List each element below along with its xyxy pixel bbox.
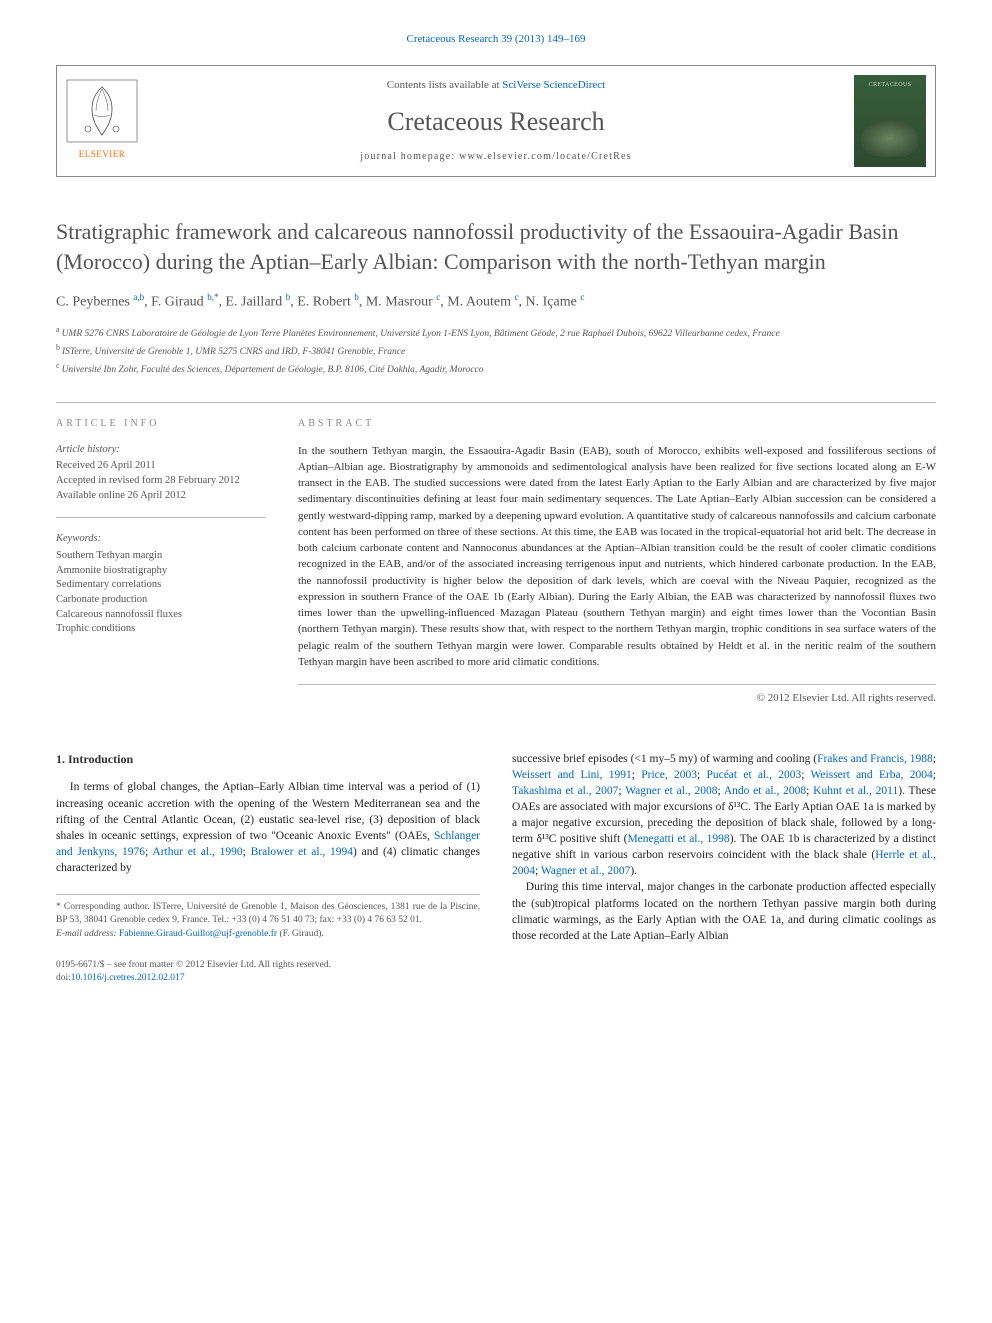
publisher-logo-cell: ELSEVIER <box>57 66 147 176</box>
keyword-item: Carbonate production <box>56 593 266 608</box>
ref-kuhnt[interactable]: Kuhnt et al., 2011 <box>813 785 898 797</box>
ref-weissert91[interactable]: Weissert and Lini, 1991 <box>512 769 632 781</box>
issn-line: 0195-6671/$ – see front matter © 2012 El… <box>56 959 480 972</box>
ref-frakes[interactable]: Frakes and Francis, 1988 <box>817 753 933 765</box>
email-suffix: (F. Giraud). <box>277 929 324 939</box>
abstract-text: In the southern Tethyan margin, the Essa… <box>298 443 936 686</box>
keyword-item: Trophic conditions <box>56 622 266 637</box>
article-title: Stratigraphic framework and calcareous n… <box>56 217 936 276</box>
journal-name: Cretaceous Research <box>155 104 837 140</box>
article-info-heading: ARTICLE INFO <box>56 417 266 431</box>
journal-cover-cell: CRETACEOUS <box>845 66 935 176</box>
keyword-item: Sedimentary correlations <box>56 578 266 593</box>
affiliation-item: cUniversité Ibn Zohr, Faculté des Scienc… <box>56 360 936 378</box>
contents-prefix: Contents lists available at <box>387 79 502 91</box>
section-1-heading: 1. Introduction <box>56 751 480 768</box>
intro-paragraph-1-cont: successive brief episodes (<1 my–5 my) o… <box>512 751 936 880</box>
ref-weissert04[interactable]: Weissert and Erba, 2004 <box>811 769 933 781</box>
intro-paragraph-2: During this time interval, major changes… <box>512 879 936 943</box>
col2-p1-post: ). <box>630 865 637 877</box>
keyword-item: Calcareous nannofossil fluxes <box>56 608 266 623</box>
history-accepted: Accepted in revised form 28 February 201… <box>56 474 266 489</box>
svg-text:ELSEVIER: ELSEVIER <box>79 149 126 159</box>
email-label: E-mail address: <box>56 929 119 939</box>
ref-ando[interactable]: Ando et al., 2008 <box>724 785 806 797</box>
homepage-prefix: journal homepage: <box>360 151 459 162</box>
col2-p1-pre: successive brief episodes (<1 my–5 my) o… <box>512 753 817 765</box>
ref-wagner08[interactable]: Wagner et al., 2008 <box>625 785 717 797</box>
journal-homepage-line: journal homepage: www.elsevier.com/locat… <box>155 150 837 164</box>
abstract-column: ABSTRACT In the southern Tethyan margin,… <box>298 417 936 707</box>
affiliation-item: aUMR 5276 CNRS Laboratoire de Géologie d… <box>56 324 936 342</box>
keyword-item: Southern Tethyan margin <box>56 549 266 564</box>
ref-wagner07[interactable]: Wagner et al., 2007 <box>541 865 630 877</box>
journal-homepage-url[interactable]: www.elsevier.com/locate/CretRes <box>459 151 632 162</box>
abstract-heading: ABSTRACT <box>298 417 936 431</box>
history-online: Available online 26 April 2012 <box>56 489 266 504</box>
abstract-copyright: © 2012 Elsevier Ltd. All rights reserved… <box>298 691 936 706</box>
front-matter-meta: 0195-6671/$ – see front matter © 2012 El… <box>56 959 480 986</box>
corresponding-author-note: * Corresponding author. ISTerre, Univers… <box>56 901 480 928</box>
doi-link[interactable]: 10.1016/j.cretres.2012.02.017 <box>71 973 185 983</box>
author-list: C. Peybernes a,b, F. Giraud b,*, E. Jail… <box>56 291 936 312</box>
article-info-column: ARTICLE INFO Article history: Received 2… <box>56 417 266 707</box>
keywords-label: Keywords: <box>56 532 266 547</box>
journal-cover-thumb-icon: CRETACEOUS <box>854 75 926 167</box>
keyword-item: Ammonite biostratigraphy <box>56 564 266 579</box>
journal-header-center: Contents lists available at SciVerse Sci… <box>147 66 845 176</box>
keywords-list: Southern Tethyan marginAmmonite biostrat… <box>56 549 266 637</box>
intro-paragraph-1: In terms of global changes, the Aptian–E… <box>56 779 480 876</box>
ref-bralower[interactable]: Bralower et al., 1994 <box>251 846 353 858</box>
corresponding-email[interactable]: Fabienne.Giraud-Guillot@ujf-grenoble.fr <box>119 929 277 939</box>
journal-header-box: ELSEVIER Contents lists available at Sci… <box>56 65 936 177</box>
ref-price[interactable]: Price, 2003 <box>641 769 697 781</box>
history-received: Received 26 April 2011 <box>56 459 266 474</box>
affiliation-item: bISTerre, Université de Grenoble 1, UMR … <box>56 342 936 360</box>
body-two-column: 1. Introduction In terms of global chang… <box>56 751 936 986</box>
body-column-right: successive brief episodes (<1 my–5 my) o… <box>512 751 936 986</box>
ref-takashima[interactable]: Takashima et al., 2007 <box>512 785 618 797</box>
email-line: E-mail address: Fabienne.Giraud-Guillot@… <box>56 928 480 941</box>
journal-thumb-title: CRETACEOUS <box>854 81 926 89</box>
contents-available-line: Contents lists available at SciVerse Sci… <box>155 78 837 93</box>
body-column-left: 1. Introduction In terms of global chang… <box>56 751 480 986</box>
intro-p1-text-a: In terms of global changes, the Aptian–E… <box>56 781 480 841</box>
ref-puceat[interactable]: Pucéat et al., 2003 <box>706 769 801 781</box>
citation-line: Cretaceous Research 39 (2013) 149–169 <box>56 32 936 47</box>
sciencedirect-link[interactable]: SciVerse ScienceDirect <box>502 79 605 91</box>
ref-menegatti[interactable]: Menegatti et al., 1998 <box>627 833 729 845</box>
affiliation-list: aUMR 5276 CNRS Laboratoire de Géologie d… <box>56 324 936 378</box>
doi-line: doi:10.1016/j.cretres.2012.02.017 <box>56 972 480 985</box>
ref-arthur[interactable]: Arthur et al., 1990 <box>152 846 242 858</box>
article-history-label: Article history: <box>56 443 266 458</box>
doi-prefix: doi: <box>56 973 71 983</box>
footnotes-block: * Corresponding author. ISTerre, Univers… <box>56 894 480 941</box>
elsevier-logo-icon: ELSEVIER <box>66 79 138 163</box>
